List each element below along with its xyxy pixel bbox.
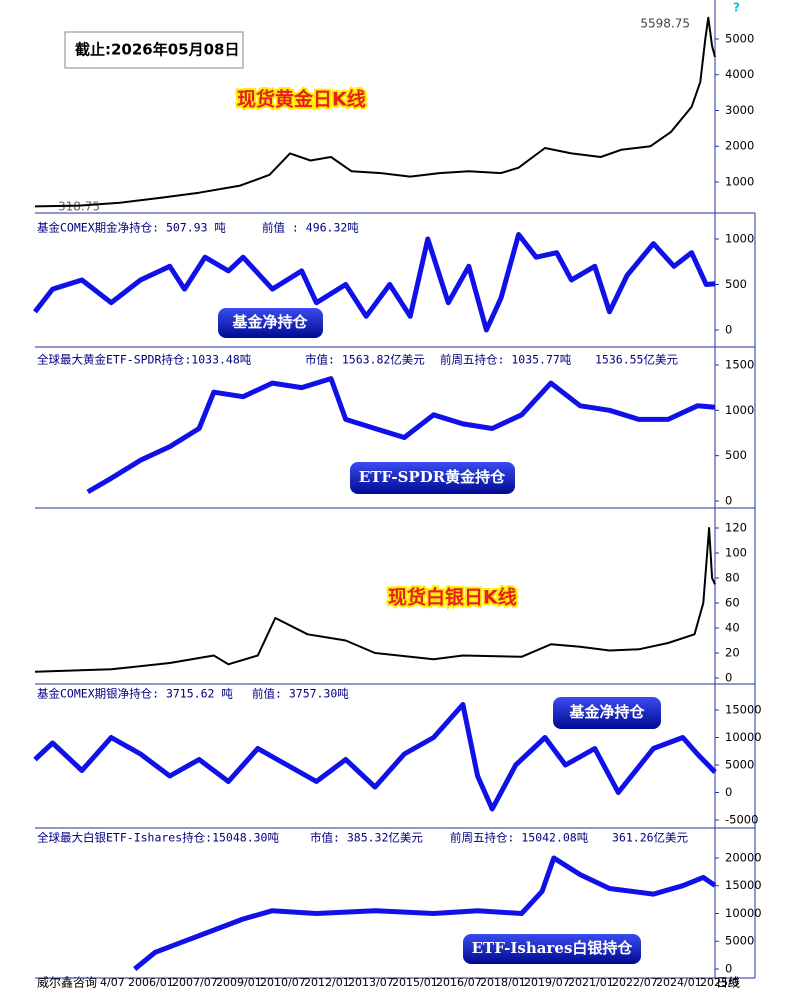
header-text: 基金COMEX期银净持仓: 3715.62 吨 <box>37 687 233 701</box>
badge <box>463 934 641 964</box>
max-annotation: 5598.75 <box>640 17 690 31</box>
x-tick-label: 2025/0 <box>700 976 739 989</box>
date-text: 截止:2026年05月08日 <box>75 41 240 59</box>
series-line <box>34 527 716 673</box>
badge <box>553 697 661 729</box>
series-line <box>86 376 716 495</box>
x-tick-label: 2015/01 <box>392 976 438 989</box>
y-tick-label: 2000 <box>725 139 754 153</box>
x-tick-label: 2016/07 <box>436 976 482 989</box>
y-tick-label: 80 <box>725 571 740 585</box>
header-text: 市值: 1563.82亿美元 <box>305 353 425 367</box>
help-icon[interactable]: ? <box>733 1 740 15</box>
period: 日线 <box>716 976 740 990</box>
x-tick-label: 2013/07 <box>348 976 394 989</box>
x-tick-label: 2024/01 <box>656 976 702 989</box>
header-text: 前值 : 496.32吨 <box>262 221 359 235</box>
x-tick-label: 2012/01 <box>304 976 350 989</box>
panel-title: 现货黄金日K线 <box>237 88 366 111</box>
x-tick-label: 2022/07 <box>612 976 658 989</box>
header-text: 基金COMEX期金净持仓: 507.93 吨 <box>37 221 226 235</box>
series-line <box>133 855 717 971</box>
y-tick-label: 5000 <box>725 31 754 45</box>
y-tick-label: 500 <box>725 277 747 291</box>
y-tick-label: -5000 <box>725 812 758 826</box>
y-tick-label: 3000 <box>725 103 754 117</box>
x-tick-label: 2009/01 <box>216 976 262 989</box>
badge-text: ETF-Ishares白银持仓 <box>472 939 634 957</box>
y-tick-label: 500 <box>725 448 747 462</box>
series-line <box>33 702 717 812</box>
y-tick-label: 0 <box>725 785 732 799</box>
source: 威尔鑫咨询 <box>37 975 97 990</box>
header-text: 前周五持仓: 1035.77吨 <box>440 353 572 367</box>
y-tick-label: 1500 <box>725 357 754 371</box>
y-tick-label: 1000 <box>725 232 754 246</box>
panel-title: 现货白银日K线 <box>388 586 517 609</box>
y-tick-label: 5000 <box>725 934 754 948</box>
y-tick-label: 10000 <box>725 906 762 920</box>
y-tick-label: 10000 <box>725 730 762 744</box>
header-text: 全球最大白银ETF-Ishares持仓:15048.30吨 <box>37 831 279 845</box>
series-line <box>33 232 716 333</box>
x-tick-label: 2018/01 <box>480 976 526 989</box>
badge-text: 基金净持仓 <box>231 313 308 331</box>
y-tick-label: 120 <box>725 521 747 535</box>
header-text: 全球最大黄金ETF-SPDR持仓:1033.48吨 <box>37 353 252 367</box>
badge <box>218 308 323 338</box>
y-tick-label: 0 <box>725 322 732 336</box>
y-tick-label: 20000 <box>725 850 762 864</box>
y-tick-label: 15000 <box>725 878 762 892</box>
y-tick-label: 1000 <box>725 174 754 188</box>
x-tick-label: 2010/07 <box>260 976 306 989</box>
y-tick-label: 15000 <box>725 702 762 716</box>
x-tick-label: 2019/07 <box>524 976 570 989</box>
header-text: 市值: 385.32亿美元 <box>310 831 423 845</box>
y-tick-label: 1000 <box>725 403 754 417</box>
header-text: 361.26亿美元 <box>612 831 689 845</box>
date-box <box>64 31 244 69</box>
y-tick-label: 0 <box>725 494 732 508</box>
y-tick-label: 5000 <box>725 757 754 771</box>
y-tick-label: 0 <box>725 671 732 685</box>
header-text: 1536.55亿美元 <box>595 353 678 367</box>
y-tick-label: 4000 <box>725 67 754 81</box>
y-tick-label: 0 <box>725 961 732 975</box>
y-tick-label: 40 <box>725 621 740 635</box>
x-tick-label: 4/07 <box>100 976 125 989</box>
x-tick-label: 2021/01 <box>568 976 614 989</box>
badge-text: ETF-SPDR黄金持仓 <box>359 468 506 486</box>
series-line <box>34 16 716 208</box>
header-text: 前周五持仓: 15042.08吨 <box>450 831 589 845</box>
y-tick-label: 20 <box>725 646 740 660</box>
y-tick-label: 100 <box>725 546 747 560</box>
header-text: 前值: 3757.30吨 <box>252 687 349 701</box>
badge <box>350 462 515 494</box>
y-tick-label: 60 <box>725 596 740 610</box>
x-tick-label: 2006/01 <box>128 976 174 989</box>
badge-text: 基金净持仓 <box>568 703 645 721</box>
x-tick-label: 2007/07 <box>172 976 218 989</box>
